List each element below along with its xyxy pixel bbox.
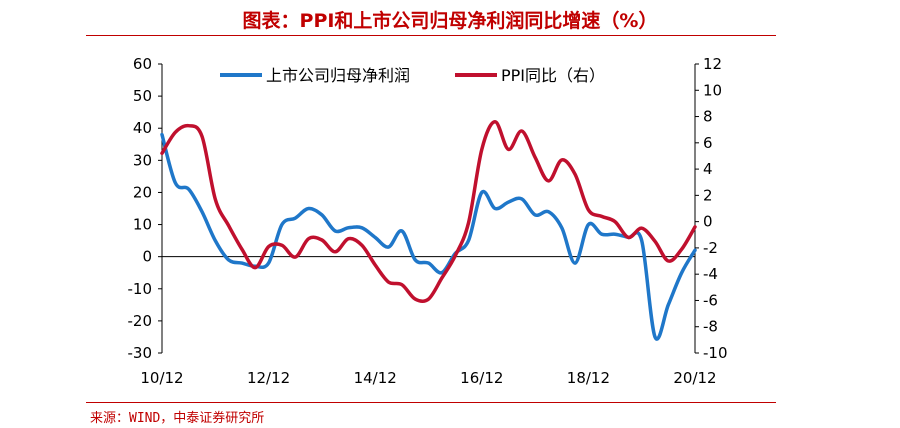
profit-growth-line bbox=[160, 132, 697, 341]
left-tick-label: 60 bbox=[133, 55, 152, 73]
x-tick-label: 18/12 bbox=[567, 369, 610, 387]
right-tick-label: 8 bbox=[703, 108, 713, 126]
right-tick-label: -4 bbox=[703, 265, 718, 283]
left-tick-label: 10 bbox=[133, 216, 152, 234]
left-tick-label: 0 bbox=[142, 248, 152, 266]
right-tick-label: -2 bbox=[703, 239, 718, 257]
right-tick-label: -6 bbox=[703, 291, 718, 309]
footer-divider bbox=[86, 402, 776, 403]
left-tick-label: -10 bbox=[128, 280, 153, 298]
x-tick-label: 12/12 bbox=[247, 369, 290, 387]
left-tick-label: 40 bbox=[133, 119, 152, 137]
title-divider bbox=[86, 35, 776, 36]
chart-title: 图表：PPI和上市公司归母净利润同比增速（%） bbox=[242, 10, 658, 32]
x-tick-label: 14/12 bbox=[354, 369, 397, 387]
dual-axis-line-chart: 6050403020100-10-20-30121086420-2-4-6-8-… bbox=[128, 55, 728, 387]
right-tick-label: -8 bbox=[703, 318, 718, 336]
right-tick-label: 4 bbox=[703, 160, 713, 178]
left-tick-label: 30 bbox=[133, 151, 152, 169]
x-tick-label: 10/12 bbox=[140, 369, 183, 387]
x-tick-label: 20/12 bbox=[673, 369, 716, 387]
right-tick-label: 10 bbox=[703, 81, 722, 99]
x-tick-label: 16/12 bbox=[460, 369, 503, 387]
left-tick-label: 50 bbox=[133, 87, 152, 105]
left-tick-label: -30 bbox=[128, 344, 153, 362]
right-tick-label: 6 bbox=[703, 134, 713, 152]
legend-label-ppi: PPI同比（右） bbox=[501, 66, 605, 85]
legend-label-profit: 上市公司归母净利润 bbox=[266, 66, 410, 85]
source-note: 来源：WIND，中泰证券研究所 bbox=[90, 411, 265, 426]
right-tick-label: -10 bbox=[703, 344, 728, 362]
left-tick-label: 20 bbox=[133, 183, 152, 201]
right-tick-label: 2 bbox=[703, 186, 713, 204]
right-tick-label: 0 bbox=[703, 213, 713, 231]
ppi-line bbox=[160, 120, 697, 304]
right-tick-label: 12 bbox=[703, 55, 722, 73]
left-tick-label: -20 bbox=[128, 312, 153, 330]
